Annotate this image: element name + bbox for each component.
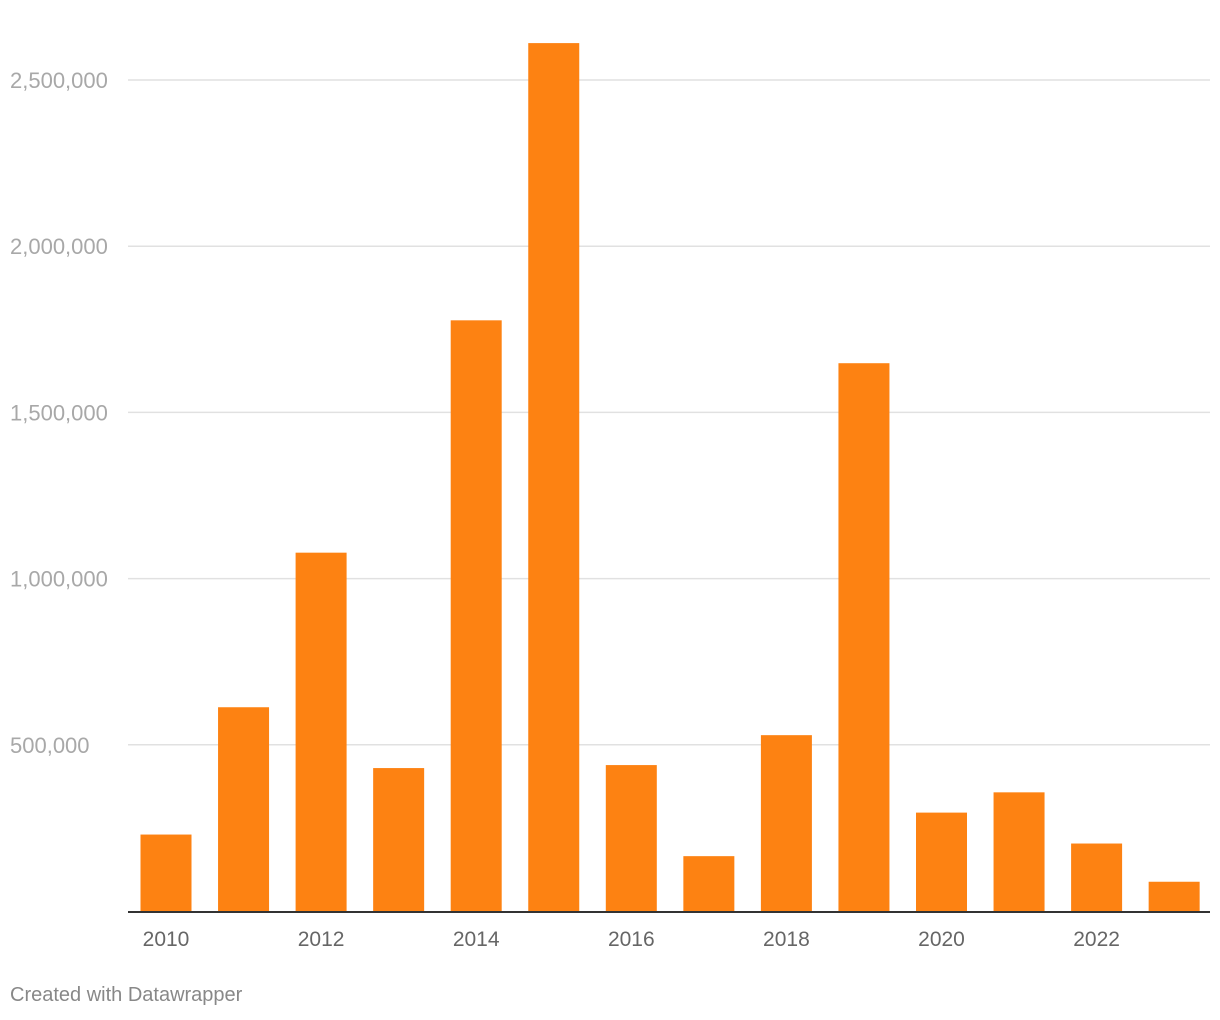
x-tick-label: 2022 [1073,928,1120,951]
bar-2018 [760,735,812,911]
y-axis-ticks: 500,000 1,000,000 1,500,000 2,000,000 2,500,… [10,68,108,758]
bar-2016 [605,765,657,911]
bar-2011 [218,707,270,911]
x-tick-label: 2014 [453,928,500,951]
bar-2017 [683,856,735,911]
gridlines [128,79,1210,746]
bar-2022 [1071,843,1123,911]
x-tick-label: 2020 [918,928,965,951]
bar-2020 [916,812,967,911]
y-tick-label: 2,500,000 [10,68,108,93]
bar-2023 [1148,881,1200,911]
bar-2013 [373,768,425,911]
bar-2021 [993,792,1045,911]
x-tick-label: 2016 [608,928,655,951]
y-tick-label: 2,000,000 [10,234,108,259]
y-tick-label: 1,000,000 [10,567,108,592]
bars [140,43,1200,912]
x-tick-label: 2012 [298,928,345,951]
bar-chart: 500,000 1,000,000 1,500,000 2,000,000 2,500,… [10,43,1210,951]
y-tick-label: 500,000 [10,733,90,758]
credit-text: Created with Datawrapper [10,984,243,1006]
x-tick-label: 2018 [763,928,810,951]
bar-2015 [528,43,580,912]
bar-2010 [140,834,192,911]
y-tick-label: 1,500,000 [10,400,108,425]
bar-2014 [450,320,502,911]
x-axis-ticks: 2010 2012 2014 2016 2018 2020 2022 [143,928,1120,951]
bar-2019 [838,363,890,911]
x-tick-label: 2010 [143,928,190,951]
bar-2012 [295,552,347,911]
